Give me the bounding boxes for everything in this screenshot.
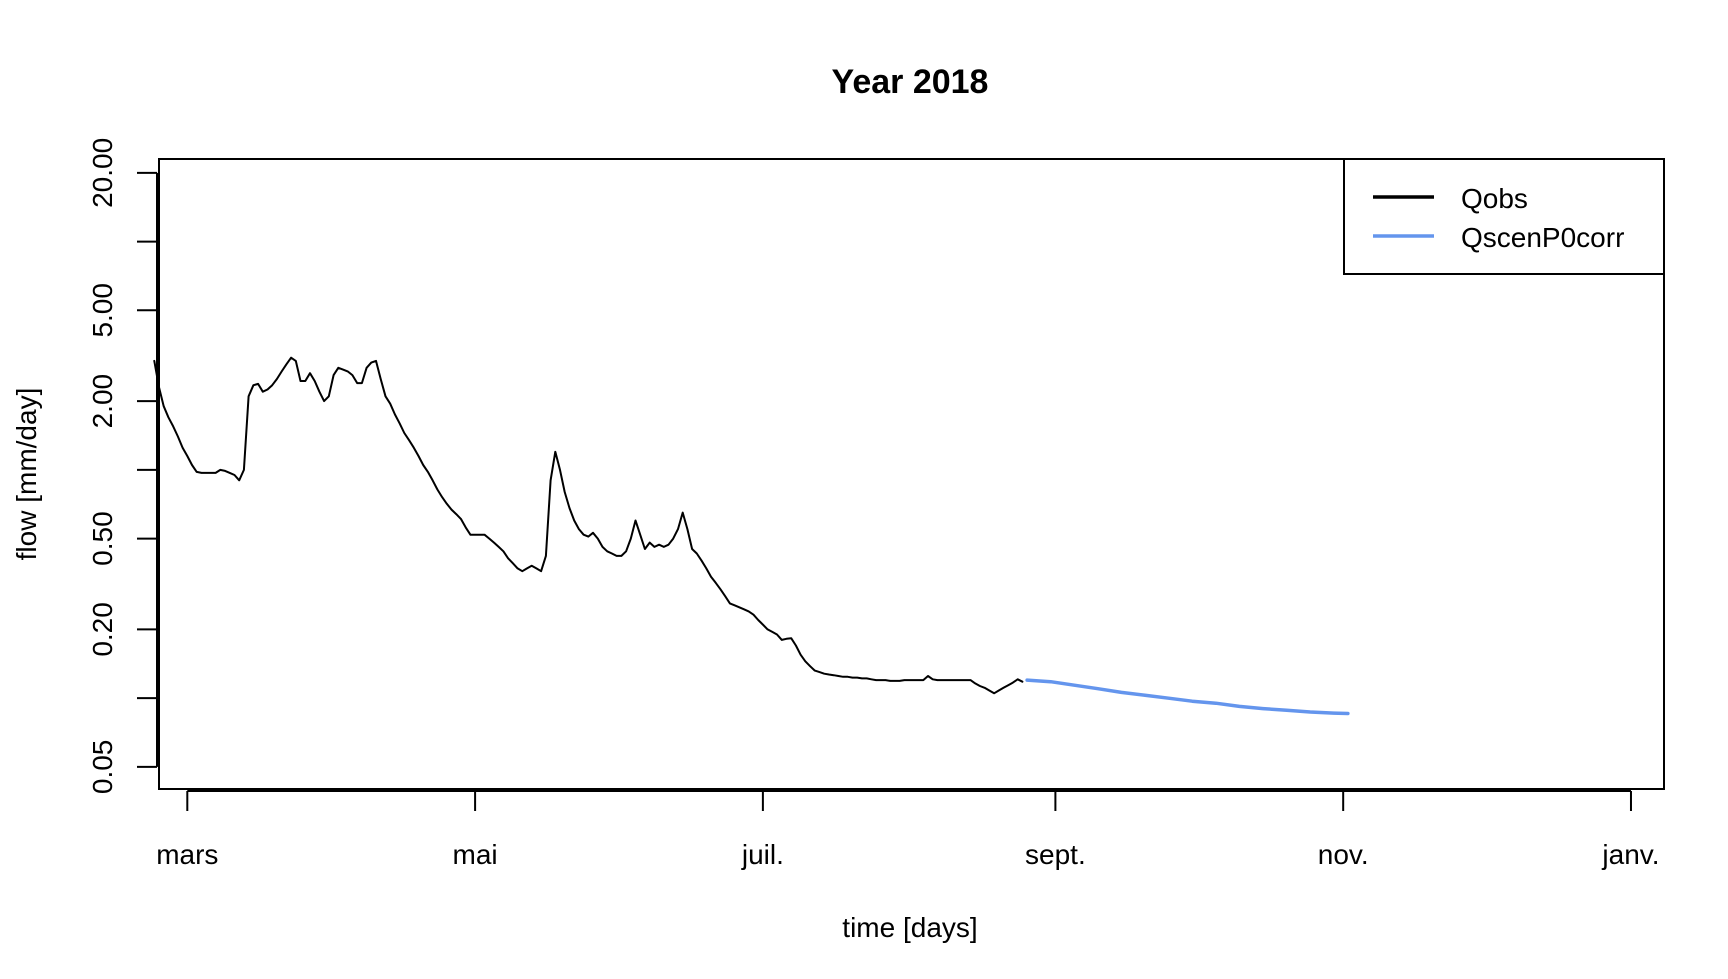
x-tick-label: mars [156,839,218,870]
series-layer [153,356,1350,716]
plot-frame [158,158,1665,790]
y-axis: 0.05 0.20 0.50 2.00 5.00 20.00 [87,138,158,795]
legend-box [1343,158,1665,275]
y-tick-label: 0.20 [87,602,118,657]
y-tick-label: 0.05 [87,740,118,795]
y-tick-label: 20.00 [87,138,118,208]
x-axis: mars mai juil. sept. nov. janv. [156,790,1660,870]
series-line-qobs [153,356,1024,695]
y-tick-label: 0.50 [87,511,118,566]
series-line-qscenp0corr [1025,678,1350,716]
x-tick-label: juil. [741,839,784,870]
x-tick-label: janv. [1601,839,1659,870]
y-axis-label: flow [mm/day] [11,388,42,561]
x-tick-label: sept. [1025,839,1086,870]
legend: Qobs QscenP0corr [1343,158,1665,275]
y-tick-label: 2.00 [87,374,118,429]
x-tick-label: nov. [1318,839,1369,870]
y-tick-label: 5.00 [87,283,118,338]
legend-label-qobs: Qobs [1461,183,1528,214]
x-tick-label: mai [453,839,498,870]
chart-title: Year 2018 [832,63,989,101]
x-axis-label: time [days] [842,912,977,943]
legend-label-qscenp0corr: QscenP0corr [1461,222,1624,253]
